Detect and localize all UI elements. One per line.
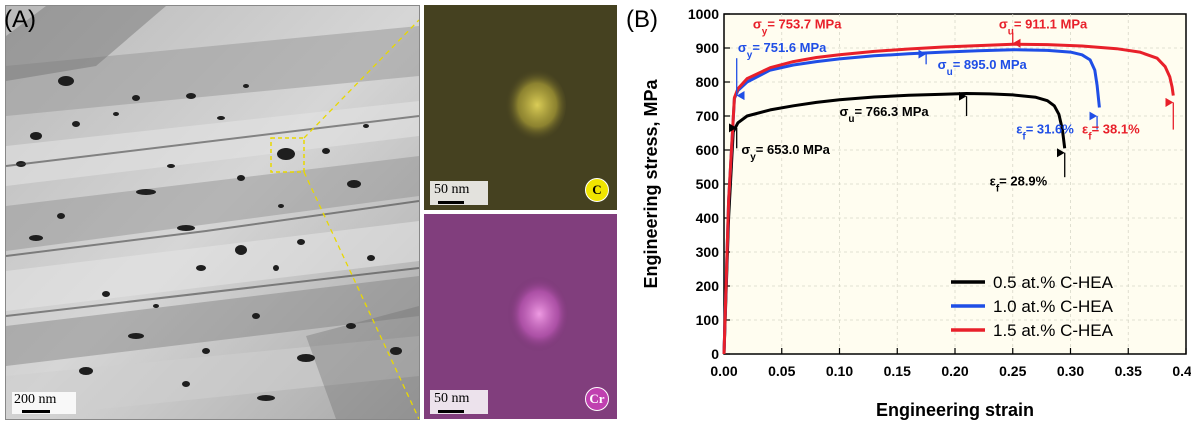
annotation-label: σu= 895.0 MPa xyxy=(938,57,1028,78)
annotations: σy= 753.7 MPa σu= 911.1 MPa σy= 751.6 MPa σ… xyxy=(728,16,1174,195)
annotation-label: εf= 31.6% xyxy=(1016,122,1074,143)
eds-map-cr: 50 nm Cr xyxy=(424,214,617,419)
legend-label: 1.0 at.% C-HEA xyxy=(993,297,1114,316)
eds-c-image xyxy=(424,5,617,210)
annotation-label: σy= 653.0 MPa xyxy=(741,142,830,163)
gridlines xyxy=(724,14,1186,354)
series-line-2 xyxy=(722,48,1101,355)
x-axis-ticks: 0.00 0.05 0.10 0.15 0.20 0.25 0.30 0.35 0.40 xyxy=(710,348,1191,379)
y-tick-label: 0 xyxy=(711,346,719,362)
x-tick-label: 0.10 xyxy=(826,363,853,379)
eds-c-scale-label: 50 nm xyxy=(434,182,470,197)
x-tick-label: 0.30 xyxy=(1057,363,1084,379)
series-line-1 xyxy=(722,92,1067,355)
y-tick-label: 600 xyxy=(696,142,720,158)
annotation-label: σy= 753.7 MPa xyxy=(753,16,842,36)
y-tick-label: 500 xyxy=(696,176,720,192)
annotation-label: σy= 751.6 MPa xyxy=(738,40,827,61)
y-tick-label: 300 xyxy=(696,244,720,260)
annotation-label: σu= 766.3 MPa xyxy=(840,104,930,125)
y-tick-label: 200 xyxy=(696,278,720,294)
y-axis-ticks: 0 100 200 300 400 500 600 700 800 900 1000 xyxy=(688,6,730,362)
legend: 0.5 at.% C-HEA 1.0 at.% C-HEA 1.5 at.% C-H… xyxy=(951,273,1114,340)
panel-b-label: (B) xyxy=(626,6,658,33)
x-tick-label: 0.40 xyxy=(1172,363,1191,379)
series-line-3 xyxy=(722,42,1175,355)
y-axis-label: Engineering stress, MPa xyxy=(641,78,661,288)
x-tick-label: 0.05 xyxy=(768,363,795,379)
x-tick-label: 0.35 xyxy=(1115,363,1142,379)
panel-a-label: (A) xyxy=(4,6,36,33)
y-tick-label: 700 xyxy=(696,108,720,124)
annotation-label: σu= 911.1 MPa xyxy=(999,16,1088,36)
eds-cr-element-badge: Cr xyxy=(585,387,609,411)
y-tick-label: 400 xyxy=(696,210,720,226)
x-tick-label: 0.20 xyxy=(941,363,968,379)
y-tick-label: 800 xyxy=(696,74,720,90)
tem-scale-label: 200 nm xyxy=(14,392,57,407)
y-tick-label: 1000 xyxy=(688,6,719,22)
eds-cr-image xyxy=(424,214,617,419)
eds-cr-scale-label: 50 nm xyxy=(434,391,470,406)
annotation-label: εf= 28.9% xyxy=(990,174,1048,195)
series-lines xyxy=(722,42,1175,355)
x-tick-label: 0.25 xyxy=(999,363,1026,379)
y-tick-label: 100 xyxy=(696,312,720,328)
tem-micrograph: 200 nm xyxy=(5,5,420,420)
annotation-label: εf= 38.1% xyxy=(1082,122,1140,143)
y-tick-label: 900 xyxy=(696,40,720,56)
x-tick-label: 0.00 xyxy=(710,363,737,379)
legend-label: 1.5 at.% C-HEA xyxy=(993,321,1114,340)
tem-image xyxy=(6,6,419,419)
eds-c-element-badge: C xyxy=(585,178,609,202)
legend-label: 0.5 at.% C-HEA xyxy=(993,273,1114,292)
eds-map-c: 50 nm C xyxy=(424,5,617,210)
x-tick-label: 0.15 xyxy=(884,363,911,379)
x-axis-label: Engineering strain xyxy=(876,400,1034,420)
